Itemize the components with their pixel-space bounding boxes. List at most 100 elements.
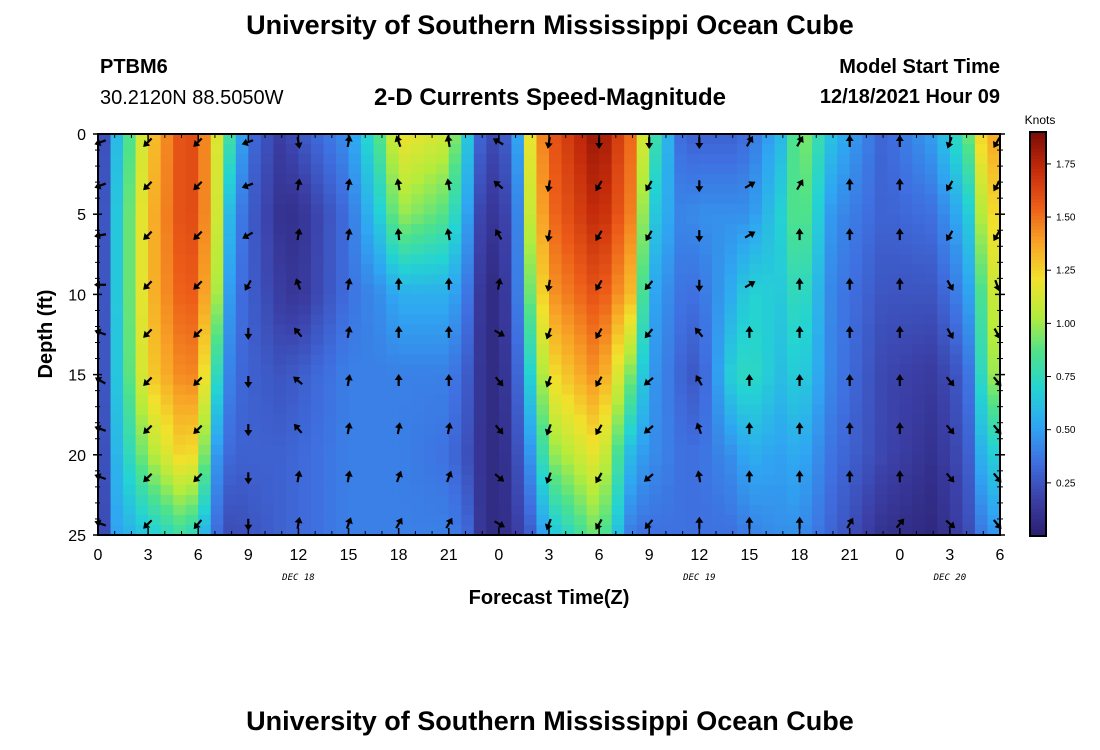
- current-vector-arrow: [493, 180, 504, 190]
- heatmap-cell: [624, 294, 638, 306]
- colorbar-segment: [1030, 195, 1046, 200]
- heatmap-cell: [699, 514, 713, 526]
- heatmap-cell: [887, 324, 901, 336]
- heatmap-cell: [148, 454, 162, 466]
- heatmap-cell: [711, 464, 725, 476]
- heatmap-cell: [285, 484, 300, 496]
- heatmap-cell: [135, 454, 149, 466]
- current-vector-arrow: [595, 424, 603, 436]
- current-vector-arrow: [544, 180, 553, 193]
- heatmap-cell: [649, 194, 663, 205]
- heatmap-cell: [761, 414, 776, 426]
- heatmap-cell: [937, 384, 951, 396]
- heatmap-cell: [185, 374, 199, 386]
- heatmap-cell: [260, 494, 274, 506]
- heatmap-cell: [661, 324, 675, 336]
- heatmap-cell: [987, 264, 1001, 275]
- heatmap-cell: [686, 524, 700, 536]
- heatmap-cell: [386, 344, 400, 356]
- heatmap-cell: [273, 384, 287, 396]
- heatmap-cell: [787, 304, 801, 316]
- heatmap-cell: [448, 344, 462, 356]
- heatmap-cell: [799, 174, 813, 185]
- heatmap-cell: [411, 424, 425, 436]
- heatmap-cell: [498, 244, 513, 255]
- heatmap-cell: [123, 354, 137, 366]
- heatmap-cell: [599, 484, 613, 496]
- station-id: PTBM6: [100, 56, 168, 78]
- heatmap-cell: [135, 234, 149, 245]
- colorbar-segment: [1030, 162, 1046, 167]
- heatmap-cell: [486, 404, 500, 416]
- heatmap-cell: [924, 154, 938, 165]
- heatmap-cell: [974, 174, 989, 185]
- heatmap-cell: [536, 294, 550, 306]
- heatmap-cell: [123, 224, 137, 235]
- heatmap-cell: [348, 514, 362, 526]
- heatmap-cell: [724, 444, 738, 456]
- vector-head: [846, 517, 854, 525]
- heatmap-cell: [273, 274, 287, 285]
- heatmap-cell: [661, 404, 675, 416]
- heatmap-cell: [248, 194, 262, 205]
- heatmap-cell: [887, 204, 901, 215]
- heatmap-cell: [110, 334, 124, 346]
- heatmap-cell: [260, 314, 274, 326]
- heatmap-cell: [223, 524, 237, 536]
- heatmap-cell: [649, 144, 663, 155]
- heatmap-cell: [812, 164, 826, 175]
- heatmap-cell: [574, 304, 588, 316]
- heatmap-cell: [849, 164, 863, 175]
- heatmap-cell: [799, 324, 813, 336]
- heatmap-cell: [824, 274, 838, 285]
- heatmap-cell: [824, 324, 838, 336]
- heatmap-cell: [373, 164, 387, 175]
- heatmap-cell: [586, 214, 600, 225]
- heatmap-cell: [574, 144, 588, 155]
- heatmap-cell: [574, 204, 588, 215]
- heatmap-cell: [210, 434, 224, 446]
- heatmap-cell: [173, 324, 187, 336]
- heatmap-cell: [511, 494, 525, 506]
- heatmap-cell: [361, 384, 375, 396]
- heatmap-cell: [699, 374, 713, 386]
- heatmap-cell: [160, 314, 174, 326]
- heatmap-cell: [185, 494, 199, 506]
- heatmap-cell: [837, 324, 851, 336]
- heatmap-cell: [461, 224, 475, 235]
- vector-head: [796, 179, 804, 187]
- heatmap-cell: [348, 444, 362, 456]
- heatmap-cell: [110, 304, 124, 316]
- heatmap-cell: [736, 234, 751, 245]
- heatmap-cell: [536, 234, 550, 245]
- heatmap-cell: [248, 304, 262, 316]
- heatmap-cell: [862, 244, 876, 255]
- heatmap-cell: [549, 524, 563, 536]
- heatmap-cell: [536, 404, 550, 416]
- heatmap-cell: [298, 454, 312, 466]
- heatmap-cell: [624, 404, 638, 416]
- heatmap-cell: [210, 154, 224, 165]
- heatmap-cell: [874, 184, 888, 195]
- heatmap-cell: [924, 214, 938, 225]
- heatmap-cell: [148, 524, 162, 536]
- heatmap-cell: [849, 244, 863, 255]
- heatmap-cell: [423, 484, 437, 496]
- heatmap-cell: [160, 494, 174, 506]
- heatmap-cell: [361, 424, 375, 436]
- heatmap-cell: [361, 174, 375, 185]
- heatmap-cell: [837, 284, 851, 296]
- heatmap-cell: [273, 514, 287, 526]
- heatmap-cell: [398, 484, 412, 496]
- heatmap-cell: [862, 294, 876, 306]
- heatmap-cell: [98, 404, 112, 416]
- heatmap-cell: [686, 264, 700, 275]
- date-label: DEC 18: [281, 573, 315, 583]
- heatmap-cell: [248, 224, 262, 235]
- vector-head: [595, 283, 603, 291]
- heatmap-cell: [574, 454, 588, 466]
- heatmap-cell: [273, 294, 287, 306]
- heatmap-cell: [173, 434, 187, 446]
- colorbar-segment: [1030, 495, 1046, 500]
- heatmap-cell: [574, 294, 588, 306]
